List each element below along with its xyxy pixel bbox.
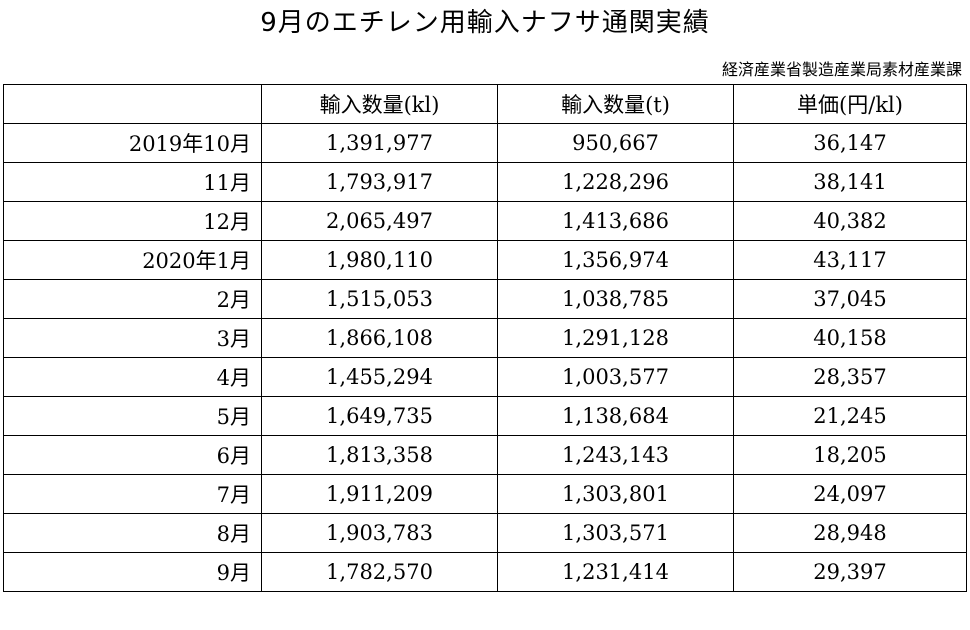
row-period: 9月: [3, 552, 262, 592]
header-unit-price: 単価(円/kl): [733, 84, 967, 124]
row-unit-price: 28,948: [733, 513, 967, 553]
table-row: 11月 1,793,917 1,228,296 38,141: [3, 162, 967, 202]
row-volume-t: 1,303,571: [497, 513, 734, 553]
row-period: 6月: [3, 435, 262, 475]
row-volume-kl: 1,782,570: [261, 552, 498, 592]
row-unit-price: 37,045: [733, 279, 967, 319]
row-period: 3月: [3, 318, 262, 358]
row-volume-t: 1,138,684: [497, 396, 734, 436]
row-volume-t: 1,038,785: [497, 279, 734, 319]
row-volume-t: 1,243,143: [497, 435, 734, 475]
table-row: 4月 1,455,294 1,003,577 28,357: [3, 357, 967, 397]
table-row: 6月 1,813,358 1,243,143 18,205: [3, 435, 967, 475]
row-volume-t: 1,356,974: [497, 240, 734, 280]
table-row: 2019年10月 1,391,977 950,667 36,147: [3, 123, 967, 163]
table-row: 5月 1,649,735 1,138,684 21,245: [3, 396, 967, 436]
source-note: 経済産業省製造産業局素材産業課: [721, 60, 962, 79]
row-unit-price: 18,205: [733, 435, 967, 475]
row-volume-kl: 1,911,209: [261, 474, 498, 514]
row-period: 2020年1月: [3, 240, 262, 280]
row-unit-price: 29,397: [733, 552, 967, 592]
row-volume-kl: 2,065,497: [261, 201, 498, 241]
table-header-row: 輸入数量(kl) 輸入数量(t) 単価(円/kl): [3, 84, 967, 124]
row-period: 7月: [3, 474, 262, 514]
row-volume-t: 950,667: [497, 123, 734, 163]
row-volume-t: 1,231,414: [497, 552, 734, 592]
row-unit-price: 40,158: [733, 318, 967, 358]
table-row: 8月 1,903,783 1,303,571 28,948: [3, 513, 967, 553]
page-title: 9月のエチレン用輸入ナフサ通関実績: [260, 8, 710, 38]
row-unit-price: 36,147: [733, 123, 967, 163]
header-volume-kl: 輸入数量(kl): [261, 84, 498, 124]
row-volume-t: 1,291,128: [497, 318, 734, 358]
row-volume-kl: 1,980,110: [261, 240, 498, 280]
row-volume-t: 1,413,686: [497, 201, 734, 241]
table-row: 2月 1,515,053 1,038,785 37,045: [3, 279, 967, 319]
table-row: 7月 1,911,209 1,303,801 24,097: [3, 474, 967, 514]
row-unit-price: 21,245: [733, 396, 967, 436]
row-unit-price: 24,097: [733, 474, 967, 514]
row-period: 12月: [3, 201, 262, 241]
row-period: 5月: [3, 396, 262, 436]
row-volume-t: 1,003,577: [497, 357, 734, 397]
row-volume-kl: 1,649,735: [261, 396, 498, 436]
row-volume-kl: 1,903,783: [261, 513, 498, 553]
row-volume-kl: 1,455,294: [261, 357, 498, 397]
row-volume-kl: 1,391,977: [261, 123, 498, 163]
row-period: 2019年10月: [3, 123, 262, 163]
row-period: 8月: [3, 513, 262, 553]
naphtha-import-table: 輸入数量(kl) 輸入数量(t) 単価(円/kl) 2019年10月 1,391…: [3, 84, 967, 592]
row-unit-price: 40,382: [733, 201, 967, 241]
row-volume-kl: 1,813,358: [261, 435, 498, 475]
row-volume-kl: 1,866,108: [261, 318, 498, 358]
row-volume-kl: 1,515,053: [261, 279, 498, 319]
row-unit-price: 28,357: [733, 357, 967, 397]
row-volume-t: 1,228,296: [497, 162, 734, 202]
header-period: [3, 84, 262, 124]
row-unit-price: 38,141: [733, 162, 967, 202]
row-volume-t: 1,303,801: [497, 474, 734, 514]
table-row: 3月 1,866,108 1,291,128 40,158: [3, 318, 967, 358]
row-period: 2月: [3, 279, 262, 319]
row-unit-price: 43,117: [733, 240, 967, 280]
row-period: 11月: [3, 162, 262, 202]
row-volume-kl: 1,793,917: [261, 162, 498, 202]
table-row: 12月 2,065,497 1,413,686 40,382: [3, 201, 967, 241]
row-period: 4月: [3, 357, 262, 397]
table-row: 9月 1,782,570 1,231,414 29,397: [3, 552, 967, 592]
table-row: 2020年1月 1,980,110 1,356,974 43,117: [3, 240, 967, 280]
header-volume-t: 輸入数量(t): [497, 84, 734, 124]
